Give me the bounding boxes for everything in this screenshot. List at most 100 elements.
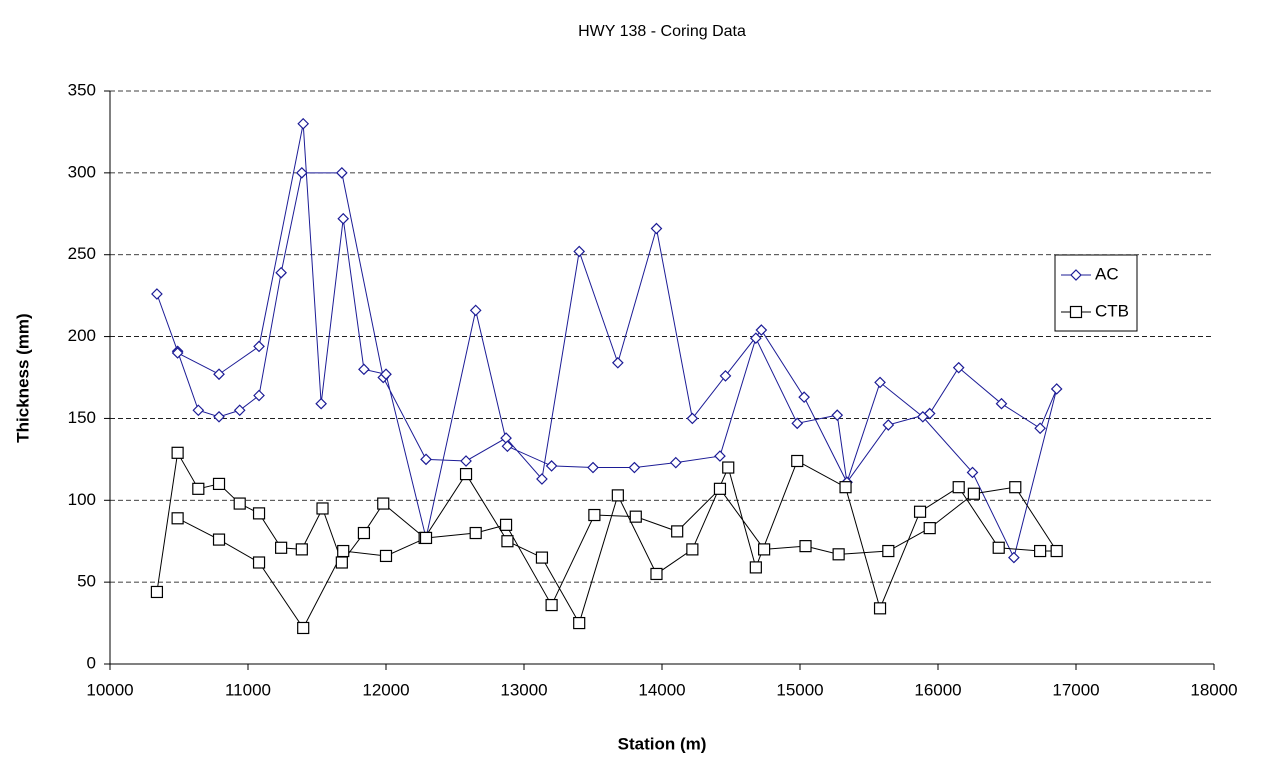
marker	[832, 548, 845, 561]
marker	[1034, 422, 1046, 435]
marker	[669, 456, 682, 469]
marker	[588, 508, 601, 522]
marker	[952, 361, 965, 374]
marker	[212, 477, 226, 491]
marker	[171, 446, 184, 459]
marker	[967, 487, 980, 500]
marker	[1070, 269, 1082, 281]
marker	[913, 505, 927, 518]
y-tick-label: 250	[68, 244, 96, 263]
marker	[629, 510, 642, 523]
marker	[749, 332, 762, 345]
marker	[252, 507, 266, 520]
marker	[335, 167, 348, 179]
y-tick-label: 350	[68, 80, 96, 99]
marker	[798, 391, 810, 403]
x-tick-label: 11000	[225, 680, 271, 699]
marker	[755, 324, 768, 336]
legend-label: AC	[1095, 264, 1119, 283]
marker	[419, 531, 433, 545]
marker	[501, 440, 514, 453]
marker	[952, 481, 965, 494]
x-tick-label: 16000	[914, 680, 961, 699]
marker	[1050, 383, 1063, 395]
marker	[377, 497, 390, 510]
y-tick-label: 100	[68, 490, 96, 509]
marker	[295, 167, 308, 179]
marker	[995, 397, 1008, 410]
marker	[233, 497, 246, 510]
marker	[459, 467, 473, 481]
marker	[499, 518, 513, 531]
legend-label: CTB	[1095, 301, 1129, 320]
marker	[791, 454, 804, 468]
marker	[791, 417, 804, 430]
x-tick-label: 10000	[86, 680, 133, 699]
marker	[379, 549, 393, 563]
marker	[150, 585, 164, 599]
marker	[297, 117, 310, 130]
y-tick-label: 150	[68, 408, 96, 427]
marker	[573, 245, 586, 258]
chart-title: HWY 138 - Coring Data	[578, 23, 746, 40]
marker	[719, 370, 732, 382]
marker	[650, 567, 663, 581]
series-line	[156, 451, 1058, 629]
marker	[171, 347, 184, 359]
x-tick-label: 13000	[500, 680, 547, 699]
marker	[650, 222, 663, 235]
marker	[611, 489, 624, 502]
x-tick-label: 12000	[362, 680, 409, 699]
marker	[536, 473, 548, 485]
x-axis-title: Station (m)	[618, 734, 707, 753]
marker	[469, 526, 482, 540]
x-tick-label: 18000	[1190, 680, 1237, 699]
marker	[1009, 481, 1022, 494]
marker	[337, 212, 350, 225]
marker	[713, 482, 727, 495]
marker	[420, 453, 432, 466]
marker	[316, 502, 329, 515]
marker	[923, 522, 936, 535]
marker	[573, 616, 586, 630]
marker	[501, 535, 514, 548]
marker	[722, 461, 735, 474]
marker	[335, 556, 348, 569]
marker	[315, 397, 327, 410]
marker	[799, 540, 812, 553]
marker	[671, 525, 684, 538]
marker	[714, 450, 726, 462]
marker	[873, 602, 887, 615]
marker	[151, 288, 163, 300]
marker	[275, 266, 287, 279]
y-tick-label: 50	[77, 572, 96, 591]
marker	[275, 541, 288, 554]
marker	[253, 340, 265, 353]
marker	[923, 407, 936, 420]
marker	[295, 543, 308, 556]
x-tick-label: 15000	[776, 680, 823, 699]
marker	[535, 551, 549, 564]
legend-box	[1054, 254, 1138, 332]
marker	[545, 598, 558, 612]
x-tick-label: 14000	[638, 680, 685, 699]
marker	[357, 526, 371, 540]
marker	[628, 461, 641, 474]
marker	[297, 621, 310, 635]
marker	[545, 460, 558, 472]
marker	[192, 482, 205, 495]
marker	[1050, 544, 1063, 558]
marker	[337, 544, 350, 558]
marker	[192, 404, 205, 417]
marker	[749, 561, 762, 574]
marker	[686, 412, 699, 425]
marker	[212, 533, 226, 546]
y-tick-label: 200	[68, 326, 96, 345]
marker	[882, 419, 895, 431]
marker	[1034, 544, 1047, 558]
marker	[380, 368, 392, 381]
marker	[839, 481, 852, 494]
marker	[460, 455, 472, 467]
marker	[831, 409, 844, 422]
x-tick-label: 17000	[1052, 680, 1099, 699]
